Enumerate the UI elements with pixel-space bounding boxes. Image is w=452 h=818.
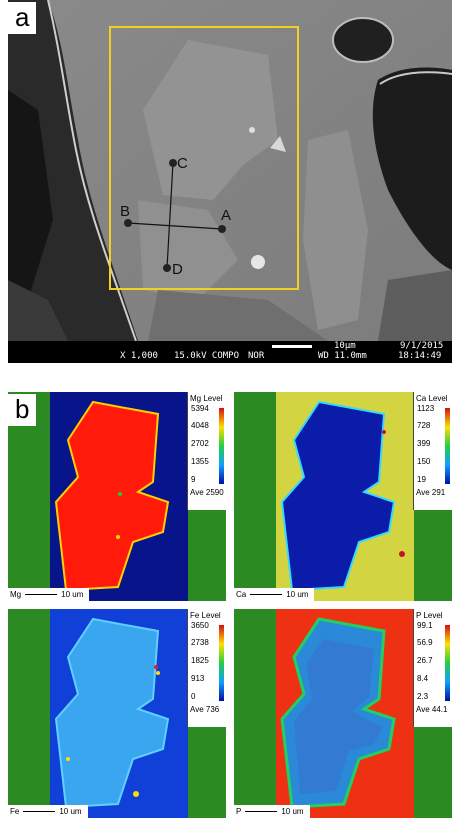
roi-rectangle: [109, 26, 299, 290]
sem-scale-bar: [272, 345, 312, 348]
fe-colorbar: [219, 625, 224, 701]
ca-tick-0: 1123: [417, 404, 435, 413]
ca-level-legend: Ca Level 1123 728 399 150 19 Ave 291: [413, 392, 452, 510]
p-tick-0: 99.1: [417, 621, 433, 630]
point-c-label: C: [177, 155, 188, 172]
mg-colorbar: [219, 408, 224, 484]
p-tick-1: 56.9: [417, 638, 433, 647]
sem-scale-label: 10µm: [334, 341, 356, 351]
p-tick-2: 26.7: [417, 656, 433, 665]
mg-scalebar: Mg 10 um: [8, 588, 90, 601]
panel-b-label: b: [8, 394, 37, 426]
sem-time: 18:14:49: [398, 351, 442, 361]
fe-map: Fe Level 3650 2738 1825 913 0 Ave 736 Fe…: [8, 609, 226, 818]
sem-magnification: X 1,000: [120, 351, 158, 361]
profile-line-ab: [127, 222, 223, 230]
ca-tick-2: 399: [417, 439, 431, 448]
profile-line-cd: [166, 162, 174, 269]
sem-date: 9/1/2015: [400, 341, 444, 351]
mg-map: Mg Level 5394 4048 2702 1355 9 Ave 2590 …: [8, 392, 226, 601]
p-level-legend: P Level 99.1 56.9 26.7 8.4 2.3 Ave 44.1: [413, 609, 452, 727]
fe-level-title: Fe Level: [190, 611, 221, 620]
ca-scalebar: Ca 10 um: [234, 588, 315, 601]
mg-tick-2: 2702: [191, 439, 209, 448]
p-scalebar: P 10 um: [234, 805, 310, 818]
ca-tick-1: 728: [417, 421, 431, 430]
ca-element-label: Ca: [236, 590, 247, 599]
point-b-label: B: [120, 203, 130, 220]
fe-tick-0: 3650: [191, 621, 209, 630]
fe-tick-3: 913: [191, 674, 205, 683]
mg-average: Ave 2590: [190, 488, 224, 497]
sem-info-bar: X 1,000 15.0kV COMPO NOR 10µm 9/1/2015 W…: [8, 341, 452, 363]
sem-working-distance: WD 11.0mm: [318, 351, 367, 361]
p-level-title: P Level: [416, 611, 443, 620]
sem-mode: NOR: [248, 351, 265, 361]
point-b-marker: [124, 219, 132, 227]
p-map: P Level 99.1 56.9 26.7 8.4 2.3 Ave 44.1 …: [234, 609, 452, 818]
fe-element-label: Fe: [10, 807, 20, 816]
point-d-marker: [163, 264, 171, 272]
ca-average: Ave 291: [416, 488, 446, 497]
p-map-image: [276, 609, 414, 818]
p-tick-3: 8.4: [417, 674, 429, 683]
fe-tick-1: 2738: [191, 638, 209, 647]
fe-scale-label: 10 um: [59, 807, 82, 816]
p-colorbar: [445, 625, 450, 701]
ca-map: Ca Level 1123 728 399 150 19 Ave 291 Ca 1…: [234, 392, 452, 601]
sem-micrograph: A B C D: [8, 0, 452, 341]
ca-map-image: [276, 392, 414, 601]
mg-tick-3: 1355: [191, 457, 209, 466]
fe-tick-4: 0: [191, 692, 196, 701]
p-element-label: P: [236, 807, 242, 816]
p-tick-4: 2.3: [417, 692, 429, 701]
ca-level-title: Ca Level: [416, 394, 448, 403]
point-a-label: A: [221, 207, 231, 224]
fe-tick-2: 1825: [191, 656, 209, 665]
point-c-marker: [169, 159, 177, 167]
mg-level-legend: Mg Level 5394 4048 2702 1355 9 Ave 2590: [187, 392, 226, 510]
sem-voltage-mode: 15.0kV COMPO: [174, 351, 240, 361]
point-d-label: D: [172, 261, 183, 278]
sem-image-panel: A B C D a X 1,000 15.0kV COMPO NOR 10µm …: [8, 0, 452, 363]
ca-colorbar: [445, 408, 450, 484]
element-maps-panel: Mg Level 5394 4048 2702 1355 9 Ave 2590 …: [8, 392, 452, 818]
p-scale-label: 10 um: [281, 807, 304, 816]
ca-tick-4: 19: [417, 475, 426, 484]
fe-average: Ave 736: [190, 705, 220, 714]
point-a-marker: [218, 225, 226, 233]
mg-level-title: Mg Level: [190, 394, 223, 403]
mg-tick-0: 5394: [191, 404, 209, 413]
p-average: Ave 44.1: [416, 705, 448, 714]
ca-tick-3: 150: [417, 457, 431, 466]
mg-tick-4: 9: [191, 475, 196, 484]
mg-tick-1: 4048: [191, 421, 209, 430]
fe-scalebar: Fe 10 um: [8, 805, 88, 818]
mg-map-image: [50, 392, 188, 601]
fe-level-legend: Fe Level 3650 2738 1825 913 0 Ave 736: [187, 609, 226, 727]
fe-map-image: [50, 609, 188, 818]
ca-scale-label: 10 um: [286, 590, 309, 599]
panel-a-label: a: [8, 2, 37, 34]
mg-element-label: Mg: [10, 590, 22, 599]
mg-scale-label: 10 um: [61, 590, 84, 599]
